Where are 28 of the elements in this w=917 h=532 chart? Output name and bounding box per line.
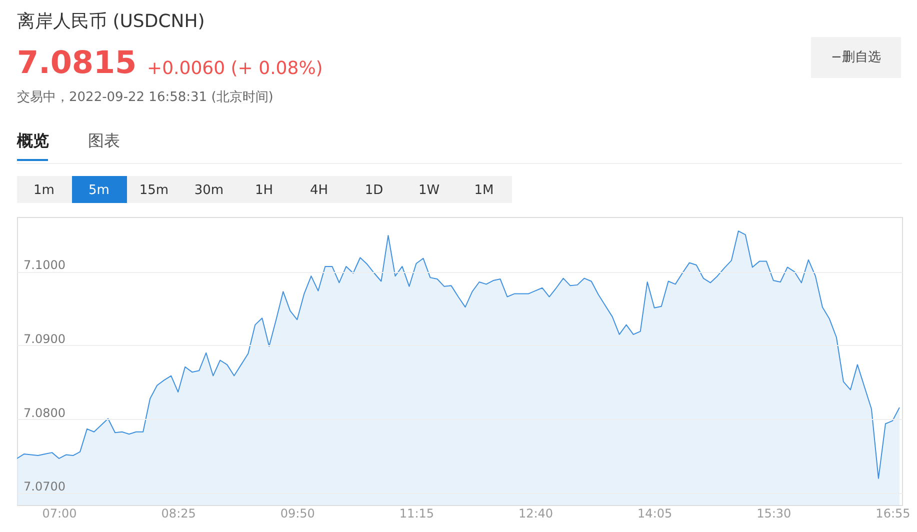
text: 图表 <box>88 131 120 150</box>
y-tick-label: 7.0700 <box>24 480 66 494</box>
text: +0.0060 (+ 0.08%) <box>147 58 323 79</box>
text: 1M <box>474 183 494 198</box>
x-tick-label: 16:55 <box>876 506 910 520</box>
text: 交易中，2022-09-22 16:58:31 (北京时间) <box>17 89 274 105</box>
text: 1D <box>364 183 384 198</box>
text: 1W <box>418 183 440 198</box>
chart-title: 离岸人民币 (USDCNH) <box>17 11 205 32</box>
x-tick-label: 09:50 <box>280 506 315 520</box>
text: −删自选 <box>831 50 881 65</box>
x-tick-label: 11:15 <box>399 506 434 520</box>
text: 4H <box>310 183 328 198</box>
x-tick-label: 12:40 <box>518 506 554 520</box>
x-tick-label: 14:05 <box>638 506 672 520</box>
y-tick-label: 7.0800 <box>24 406 66 420</box>
y-tick-label: 7.1000 <box>24 258 66 272</box>
text: 1H <box>254 183 274 198</box>
text: 15m <box>139 183 169 198</box>
text: 30m <box>194 183 224 198</box>
x-tick-label: 07:00 <box>42 506 77 520</box>
text: 概览 <box>16 131 49 150</box>
x-tick-label: 08:25 <box>161 506 196 520</box>
x-tick-label: 15:30 <box>756 506 792 520</box>
y-tick-label: 7.0900 <box>24 332 66 346</box>
text: 5m <box>88 183 110 198</box>
text: 7.0815 <box>17 45 137 81</box>
text: 1m <box>34 183 54 198</box>
